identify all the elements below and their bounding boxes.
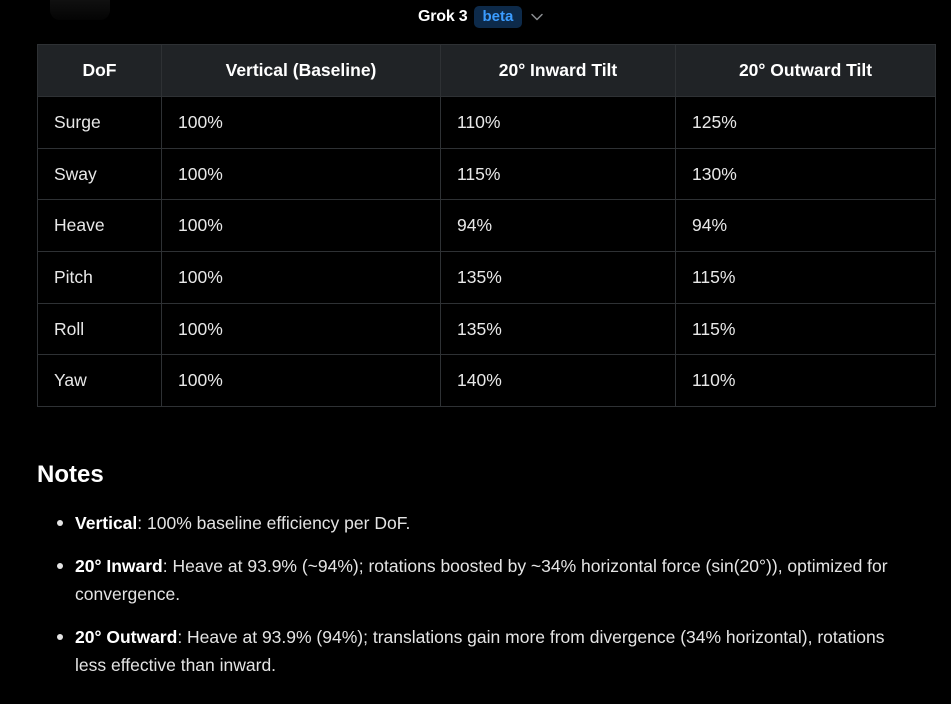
table-cell: 100%: [161, 96, 441, 149]
table-cell: 115%: [440, 147, 676, 201]
bullet-icon: [57, 520, 63, 526]
table-cell: 115%: [675, 302, 936, 356]
notes-heading: Notes: [37, 461, 104, 488]
column-header-inward: 20° Inward Tilt: [440, 44, 676, 97]
table-cell: 94%: [675, 199, 936, 253]
table-cell: 100%: [161, 251, 441, 304]
notes-list: Vertical: 100% baseline efficiency per D…: [57, 509, 917, 694]
column-header-dof: DoF: [37, 44, 162, 97]
list-item: 20° Outward: Heave at 93.9% (94%); trans…: [57, 623, 917, 679]
table-cell: Yaw: [37, 354, 162, 408]
blurred-corner-element: [50, 0, 110, 20]
dof-efficiency-table: DoF Vertical (Baseline) 20° Inward Tilt …: [37, 44, 936, 408]
table-cell: 100%: [161, 147, 441, 201]
top-bar: Grok 3 beta: [0, 0, 951, 34]
bullet-icon: [57, 563, 63, 569]
list-item: 20° Inward: Heave at 93.9% (~94%); rotat…: [57, 552, 917, 608]
table-cell: 94%: [440, 199, 676, 253]
note-label: 20° Inward: [75, 556, 163, 576]
table-row: Roll 100% 135% 115%: [37, 302, 936, 356]
table-header-row: DoF Vertical (Baseline) 20° Inward Tilt …: [37, 44, 936, 97]
table-cell: Sway: [37, 147, 162, 201]
table-row: Yaw 100% 140% 110%: [37, 354, 936, 408]
model-name: Grok 3: [418, 8, 468, 25]
table-cell: Pitch: [37, 251, 162, 304]
table-cell: Heave: [37, 199, 162, 253]
table-cell: 140%: [440, 354, 676, 408]
table-cell: Roll: [37, 302, 162, 356]
table-cell: 100%: [161, 199, 441, 253]
note-label: Vertical: [75, 513, 138, 533]
column-header-vertical: Vertical (Baseline): [161, 44, 441, 97]
table-cell: 135%: [440, 251, 676, 304]
chevron-down-icon[interactable]: [528, 8, 546, 26]
note-text: : Heave at 93.9% (~94%); rotations boost…: [75, 556, 888, 604]
table-cell: Surge: [37, 96, 162, 149]
list-item: Vertical: 100% baseline efficiency per D…: [57, 509, 917, 537]
table-cell: 125%: [675, 96, 936, 149]
model-selector[interactable]: Grok 3 beta: [418, 5, 546, 29]
table-cell: 135%: [440, 302, 676, 356]
bullet-icon: [57, 634, 63, 640]
note-text: : Heave at 93.9% (94%); translations gai…: [75, 627, 885, 675]
table-cell: 130%: [675, 147, 936, 201]
table-row: Surge 100% 110% 125%: [37, 96, 936, 149]
table-cell: 110%: [440, 96, 676, 149]
note-text: : 100% baseline efficiency per DoF.: [137, 513, 411, 533]
table-row: Pitch 100% 135% 115%: [37, 251, 936, 304]
table-cell: 110%: [675, 354, 936, 408]
table-cell: 100%: [161, 302, 441, 356]
table-row: Sway 100% 115% 130%: [37, 147, 936, 201]
table-cell: 115%: [675, 251, 936, 304]
note-label: 20° Outward: [75, 627, 178, 647]
table-cell: 100%: [161, 354, 441, 408]
table-row: Heave 100% 94% 94%: [37, 199, 936, 253]
column-header-outward: 20° Outward Tilt: [675, 44, 936, 97]
beta-badge: beta: [473, 6, 523, 28]
